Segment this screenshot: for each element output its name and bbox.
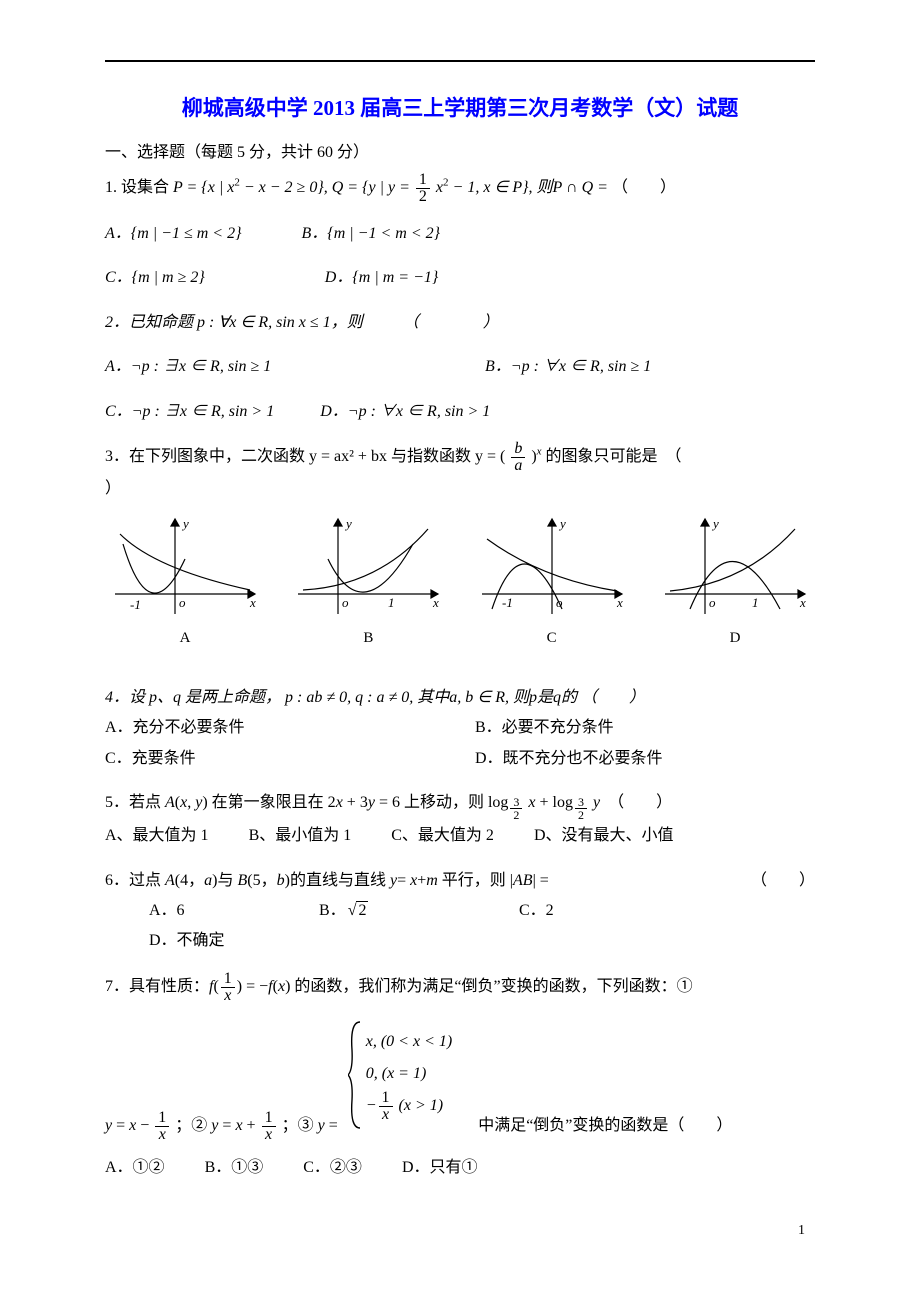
q3-graph-B: o 1 x y B	[288, 514, 448, 653]
q3-graphs: -1 o x y A	[105, 514, 815, 653]
page-number: 1	[105, 1223, 815, 1239]
q7-tail: 中满足“倒负”变换的函数是（ ）	[462, 1117, 732, 1134]
q4-stem: 4．设 p、q 是两上命题， p : ab ≠ 0, q : a ≠ 0, 其中…	[105, 689, 645, 706]
q1-paren: （ ）	[612, 179, 676, 196]
q3-close: ）	[105, 480, 121, 497]
q5-optC: C、最大值为 2	[391, 821, 494, 851]
q3-label-A: A	[105, 624, 265, 653]
graph-A-svg: -1 o x y	[105, 514, 265, 624]
svg-text:1: 1	[752, 595, 759, 610]
q7-optC: C．②③	[303, 1153, 362, 1183]
q2-optA: A．¬p : ∃x ∈ R, sin ≥ 1	[105, 352, 445, 382]
question-7: 7．具有性质：f(1x) = −f(x) 的函数，我们称为满足“倒负”变换的函数…	[105, 971, 815, 1183]
q3-stem-pre: 3．在下列图象中，二次函数 y = ax² + bx 与指数函数 y = (	[105, 448, 505, 465]
question-6: 6．过点 A(4，a)与 B(5，b)的直线与直线 y= x+m 平行，则 |A…	[105, 866, 815, 957]
q4-optB: B．必要不充分条件	[475, 713, 614, 743]
q5-optD: D、没有最大、小值	[534, 821, 674, 851]
q4-optD: D．既不充分也不必要条件	[475, 744, 663, 774]
q6-optA: A．6	[149, 896, 279, 926]
svg-text:x: x	[432, 595, 439, 610]
q2-stem: 2．已知命题 p : ∀x ∈ R, sin x ≤ 1，则 （ ）	[105, 314, 499, 331]
q7-optA: A．①②	[105, 1153, 165, 1183]
graph-D-svg: o 1 x y	[655, 514, 815, 624]
graph-C-svg: -1 o x y	[472, 514, 632, 624]
q1-optB: B．{m | −1 < m < 2}	[302, 219, 441, 249]
svg-text:y: y	[181, 516, 189, 531]
q7-case3: −1x (x > 1)	[366, 1090, 452, 1123]
q6-optD: D．不确定	[149, 926, 225, 956]
svg-text:-1: -1	[502, 595, 513, 610]
q4-optA: A．充分不必要条件	[105, 713, 435, 743]
q5-stem: 5．若点 A(x, y) 在第一象限且在 2x + 3y = 6 上移动，则 l…	[105, 794, 672, 811]
svg-text:o: o	[709, 595, 716, 610]
svg-text:o: o	[556, 595, 563, 610]
q7-case2: 0, (x = 1)	[366, 1058, 452, 1090]
q6-optB: B．√2	[319, 896, 479, 926]
svg-text:y: y	[344, 516, 352, 531]
q1-setP: P = {x | x2 − x − 2 ≥ 0}, Q = {y | y =	[173, 179, 414, 196]
q3-graph-D: o 1 x y D	[655, 514, 815, 653]
question-1: 1. 设集合 P = {x | x2 − x − 2 ≥ 0}, Q = {y …	[105, 172, 815, 294]
svg-text:-1: -1	[130, 597, 141, 612]
section-heading: 一、选择题（每题 5 分，共计 60 分）	[105, 138, 815, 162]
q7-optB: B．①③	[205, 1153, 264, 1183]
q1-stem-pre: 1. 设集合	[105, 179, 173, 196]
q1-optA: A．{m | −1 ≤ m < 2}	[105, 219, 242, 249]
svg-text:x: x	[616, 595, 623, 610]
q4-optC: C．充要条件	[105, 744, 435, 774]
q7-sep12: ；②	[175, 1117, 211, 1134]
q7-cases: x, (0 < x < 1) 0, (x = 1) −1x (x > 1)	[362, 1026, 452, 1123]
q2-optC: C．¬p : ∃x ∈ R, sin > 1	[105, 397, 274, 427]
svg-text:y: y	[558, 516, 566, 531]
q3-label-D: D	[655, 624, 815, 653]
q7-stem: 7．具有性质：f(1x) = −f(x) 的函数，我们称为满足“倒负”变换的函数…	[105, 978, 693, 995]
q3-graph-C: -1 o x y C	[472, 514, 632, 653]
q2-optD: D．¬p : ∀x ∈ R, sin > 1	[320, 397, 490, 427]
q2-optB: B．¬p : ∀x ∈ R, sin ≥ 1	[485, 352, 651, 382]
q3-graph-A: -1 o x y A	[105, 514, 265, 653]
q5-optB: B、最小值为 1	[249, 821, 352, 851]
q3-frac: b a	[511, 441, 525, 474]
q3-label-B: B	[288, 624, 448, 653]
q3-stem-post: )x 的图象只可能是 （	[531, 448, 681, 465]
q7-optD: D．只有①	[402, 1153, 478, 1183]
q7-case1: x, (0 < x < 1)	[366, 1026, 452, 1058]
q7-fn2: y = x + 1x	[211, 1117, 277, 1134]
top-rule	[105, 60, 815, 62]
q1-optD: D．{m | m = −1}	[325, 263, 439, 293]
q7-fn1: y = x − 1x	[105, 1117, 171, 1134]
svg-text:1: 1	[388, 595, 395, 610]
svg-text:o: o	[342, 595, 349, 610]
graph-B-svg: o 1 x y	[288, 514, 448, 624]
q1-tail: x2 − 1, x ∈ P}, 则P ∩ Q =	[436, 179, 608, 196]
q5-optA: A、最大值为 1	[105, 821, 209, 851]
svg-text:o: o	[179, 595, 186, 610]
brace-icon	[348, 1020, 362, 1130]
question-3: 3．在下列图象中，二次函数 y = ax² + bx 与指数函数 y = ( b…	[105, 441, 815, 653]
q6-optC: C．2	[519, 896, 669, 926]
q7-sep23: ；③ y =	[282, 1117, 342, 1134]
q1-frac: 1 2	[416, 172, 430, 205]
q1-optC: C．{m | m ≥ 2}	[105, 263, 205, 293]
q3-label-C: C	[472, 624, 632, 653]
svg-text:y: y	[711, 516, 719, 531]
question-5: 5．若点 A(x, y) 在第一象限且在 2x + 3y = 6 上移动，则 l…	[105, 788, 815, 852]
question-4: 4．设 p、q 是两上命题， p : ab ≠ 0, q : a ≠ 0, 其中…	[105, 683, 815, 774]
svg-text:x: x	[249, 595, 256, 610]
question-2: 2．已知命题 p : ∀x ∈ R, sin x ≤ 1，则 （ ） A．¬p …	[105, 308, 815, 427]
svg-text:x: x	[799, 595, 806, 610]
page-title: 柳城高级中学 2013 届高三上学期第三次月考数学（文）试题	[105, 92, 815, 122]
q6-stem: 6．过点 A(4，a)与 B(5，b)的直线与直线 y= x+m 平行，则 |A…	[105, 872, 549, 889]
